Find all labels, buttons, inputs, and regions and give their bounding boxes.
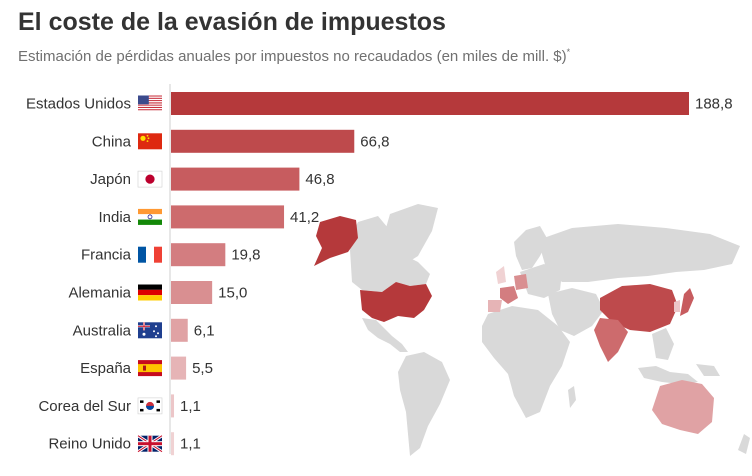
- category-label-china: China: [92, 133, 132, 150]
- de-flag-icon: [138, 284, 162, 301]
- bar-row-corea-del-sur: Corea del Sur 1,1: [38, 394, 201, 418]
- bar-row-francia: Francia 19,8: [81, 243, 261, 267]
- bar-alemania: [171, 281, 213, 304]
- kr-flag-icon: [137, 397, 163, 415]
- category-label-estados-unidos: Estados Unidos: [26, 96, 131, 113]
- map-madagascar: [568, 386, 576, 408]
- bar-corea-del-sur: [171, 394, 175, 418]
- value-label-espana: 5,5: [192, 360, 213, 377]
- value-label-francia: 19,8: [231, 247, 260, 264]
- bar-chart: Estados Unidos 188,8 China 66,8 Japón 46,8 Ind…: [26, 84, 733, 456]
- map-alaska: [314, 216, 358, 266]
- category-label-espana: España: [80, 360, 132, 377]
- bar-estados-unidos: [171, 92, 689, 115]
- chart-subtitle: Estimación de pérdidas anuales por impue…: [18, 47, 570, 65]
- fr-flag-icon: [138, 246, 162, 263]
- category-label-francia: Francia: [81, 247, 132, 264]
- map-highlights: [314, 216, 714, 434]
- au-flag-icon: [138, 322, 162, 339]
- chart-title: El coste de la evasión de impuestos: [18, 8, 446, 36]
- map-land: [350, 204, 750, 456]
- map-russia: [538, 224, 740, 282]
- category-label-india: India: [98, 209, 131, 226]
- map-greenland: [386, 204, 438, 266]
- map-new-zealand: [738, 434, 750, 454]
- map-japan: [680, 288, 694, 316]
- map-scandinavia: [514, 226, 548, 270]
- value-label-estados-unidos: 188,8: [695, 96, 733, 113]
- value-label-reino-unido: 1,1: [180, 436, 201, 453]
- category-label-japon: Japón: [90, 171, 131, 188]
- value-label-japon: 46,8: [305, 171, 334, 188]
- bar-row-china: China 66,8: [92, 129, 389, 153]
- value-label-corea-del-sur: 1,1: [180, 398, 201, 415]
- bar-row-reino-unido: Reino Unido 1,1: [48, 432, 201, 456]
- bar-reino-unido: [171, 432, 175, 456]
- value-label-alemania: 15,0: [218, 285, 247, 302]
- map-india: [594, 318, 628, 362]
- subtitle-text: Estimación de pérdidas anuales por impue…: [18, 48, 567, 65]
- bar-row-india: India 41,2: [98, 205, 319, 229]
- map-usa: [360, 282, 432, 322]
- gb-flag-icon: [137, 434, 163, 453]
- bar-india: [171, 205, 285, 229]
- map-africa: [482, 306, 570, 418]
- map-canada: [350, 216, 430, 292]
- map-spain: [488, 300, 502, 312]
- bar-china: [171, 129, 355, 153]
- map-australia: [652, 380, 714, 434]
- map-southeast-asia: [652, 328, 674, 360]
- jp-flag-icon: [137, 170, 163, 188]
- bar-row-estados-unidos: Estados Unidos 188,8: [26, 92, 733, 115]
- map-korea: [674, 300, 680, 312]
- map-new-guinea: [696, 364, 720, 376]
- map-south-america: [398, 352, 450, 456]
- es-flag-icon: [138, 360, 162, 377]
- in-flag-icon: [138, 208, 162, 225]
- bar-francia: [171, 243, 226, 267]
- bar-australia: [171, 318, 188, 342]
- map-mexico: [362, 318, 408, 352]
- bar-espana: [171, 356, 187, 380]
- chart-bars: Estados Unidos 188,8 China 66,8 Japón 46,8 Ind…: [26, 92, 733, 456]
- cn-flag-icon: [138, 133, 162, 150]
- value-label-china: 66,8: [360, 133, 389, 150]
- map-china: [600, 284, 678, 332]
- us-flag-icon: [138, 95, 162, 112]
- map-germany: [514, 274, 528, 290]
- category-label-alemania: Alemania: [68, 285, 131, 302]
- bar-row-alemania: Alemania 15,0: [68, 281, 247, 304]
- world-map: [314, 204, 750, 456]
- bar-row-australia: Australia 6,1: [73, 318, 215, 342]
- map-middle-east: [548, 288, 604, 336]
- bar-japon: [171, 167, 300, 191]
- bar-row-japon: Japón 46,8: [90, 167, 335, 191]
- category-label-corea-del-sur: Corea del Sur: [38, 398, 131, 415]
- map-uk: [496, 266, 506, 284]
- category-label-reino-unido: Reino Unido: [48, 436, 131, 453]
- bar-row-espana: España 5,5: [80, 356, 213, 380]
- subtitle-footnote-mark: *: [566, 47, 571, 57]
- category-label-australia: Australia: [73, 322, 132, 339]
- value-label-australia: 6,1: [194, 322, 215, 339]
- map-france: [500, 286, 518, 304]
- value-label-india: 41,2: [290, 209, 319, 226]
- map-indonesia: [638, 366, 698, 384]
